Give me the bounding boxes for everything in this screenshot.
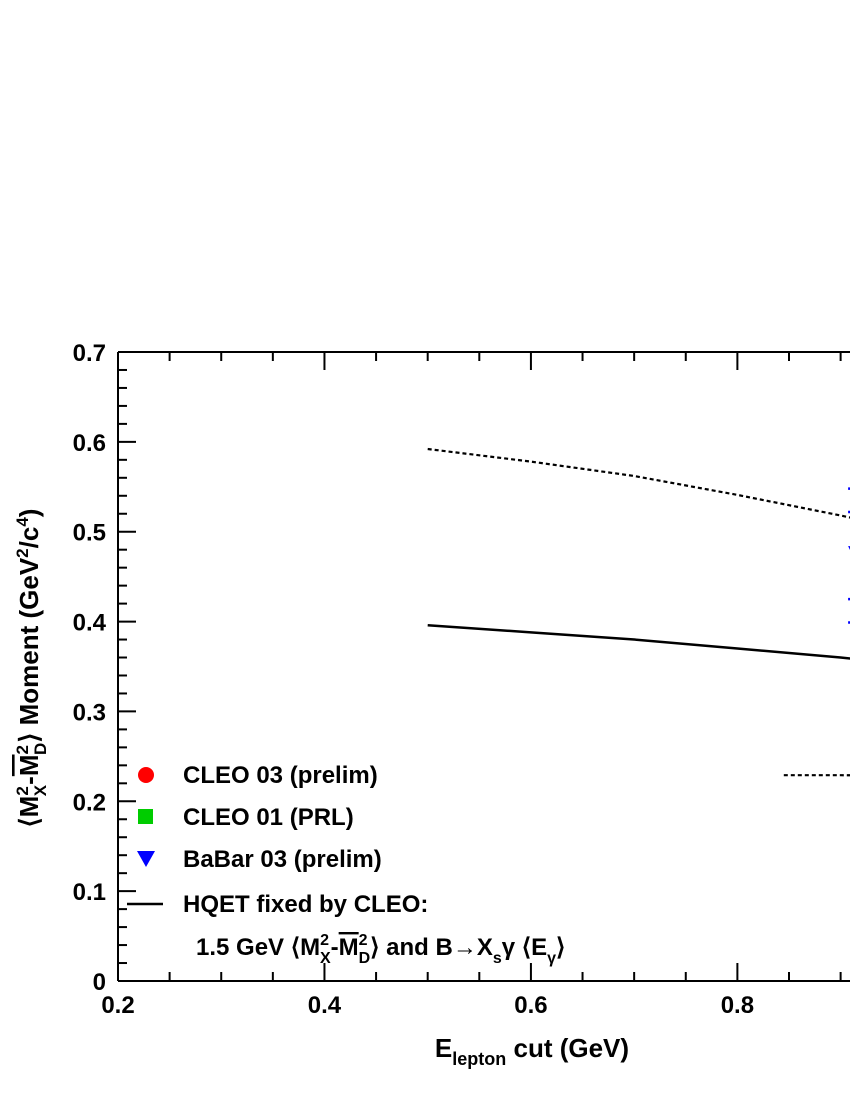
legend-label: BaBar 03 (prelim) bbox=[183, 846, 382, 873]
legend-entry-cleo03: CLEO 03 (prelim) bbox=[138, 762, 378, 789]
x-tick-label: 0.6 bbox=[514, 992, 547, 1019]
y-tick-label: 0.5 bbox=[73, 520, 106, 547]
x-tick-label: 0.8 bbox=[721, 992, 754, 1019]
legend-entry-hqet: HQET fixed by CLEO: bbox=[127, 891, 428, 918]
y-tick-label: 0.3 bbox=[73, 699, 106, 726]
legend-circle-marker bbox=[138, 767, 154, 783]
legend-label: CLEO 03 (prelim) bbox=[183, 762, 378, 789]
hqet-band-curve bbox=[427, 447, 850, 519]
legend: CLEO 03 (prelim) CLEO 01 (PRL) BaBar 03 … bbox=[127, 762, 565, 967]
legend-label: HQET fixed by CLEO: bbox=[183, 891, 428, 918]
y-tick-label: 0.6 bbox=[73, 430, 106, 457]
y-axis-title: ⟨M2X-M2D⟩ Moment (GeV2/c4) bbox=[13, 509, 50, 828]
tick-labels: 0.20.40.60.811.21.400.10.20.30.40.50.60.… bbox=[73, 340, 754, 1019]
legend-entry-babar03: BaBar 03 (prelim) bbox=[137, 846, 382, 873]
theory-curves bbox=[427, 447, 850, 777]
y-tick-label: 0.7 bbox=[73, 340, 106, 367]
legend-square-marker bbox=[138, 809, 153, 824]
legend-label: CLEO 01 (PRL) bbox=[183, 804, 354, 831]
x-tick-label: 0.4 bbox=[308, 992, 342, 1019]
plot-frame bbox=[117, 351, 850, 982]
legend-entry-cleo01: CLEO 01 (PRL) bbox=[138, 804, 354, 831]
tick-marks bbox=[117, 351, 842, 982]
legend-triangle-marker bbox=[137, 851, 155, 867]
hqet-curve bbox=[427, 623, 850, 660]
hqet-band-curve bbox=[783, 774, 850, 777]
y-tick-label: 0.2 bbox=[73, 789, 106, 816]
y-tick-label: 0.4 bbox=[73, 610, 107, 637]
y-tick-label: 0 bbox=[93, 969, 106, 996]
y-tick-label: 0.1 bbox=[73, 879, 106, 906]
x-axis-title: Elepton cut (GeV) bbox=[435, 1033, 629, 1069]
x-tick-label: 0.2 bbox=[101, 992, 134, 1019]
legend-note: 1.5 GeV ⟨M2 X-M2 D⟩ and B→Xsγ ⟨Eγ⟩ bbox=[196, 932, 565, 967]
